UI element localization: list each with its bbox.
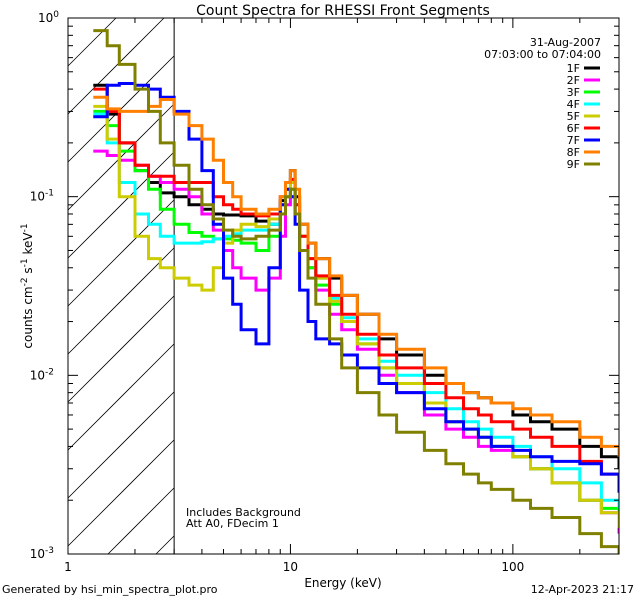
y-label-sup-1: -2 <box>20 277 30 286</box>
y-label-end: keV <box>21 232 35 259</box>
legend-label-6f: 6F <box>567 122 580 135</box>
y-axis-label: counts cm-2 s-1 keV-1 <box>20 223 35 348</box>
footer-timestamp: 12-Apr-2023 21:17 <box>530 583 634 596</box>
x-tick-label: 10 <box>283 560 298 574</box>
legend-label-5f: 5F <box>567 110 580 123</box>
y-label-mid: s <box>21 267 35 277</box>
series-layer <box>93 29 619 554</box>
y-label-sup-3: -1 <box>20 223 30 232</box>
chart-title: Count Spectra for RHESSI Front Segments <box>196 3 490 19</box>
axes: 1 10 100 100 10-1 10-2 10-3 <box>30 10 620 574</box>
note-attenuator: Att A0, FDecim 1 <box>186 517 279 530</box>
legend-label-8f: 8F <box>567 146 580 159</box>
series-line-8f <box>93 95 619 457</box>
legend-label-1f: 1F <box>567 62 580 75</box>
legend-label-3f: 3F <box>567 86 580 99</box>
chart-date: 31-Aug-2007 <box>530 36 601 49</box>
y-label-sup-2: -1 <box>20 258 30 267</box>
y-tick-label: 10-2 <box>30 367 54 382</box>
legend-label-9f: 9F <box>567 158 580 171</box>
y-tick-label: 100 <box>38 10 59 25</box>
plot-frame <box>67 17 620 555</box>
note-background: Includes Background <box>186 506 301 519</box>
legend-label-4f: 4F <box>567 98 580 111</box>
legend-label-2f: 2F <box>567 74 580 87</box>
chart-time-range: 07:03:00 to 07:04:00 <box>484 48 601 61</box>
y-label-main: counts cm <box>21 286 35 348</box>
x-tick-label: 100 <box>501 560 524 574</box>
x-tick-label: 1 <box>64 560 72 574</box>
footer-generated-by: Generated by hsi_min_spectra_plot.pro <box>2 583 218 596</box>
y-tick-label: 10-3 <box>30 546 54 561</box>
series-line-6f <box>93 87 619 487</box>
y-tick-label: 10-1 <box>30 189 54 204</box>
legend-label-7f: 7F <box>567 134 580 147</box>
series-line-9f <box>93 29 619 554</box>
x-axis-label: Energy (keV) <box>304 576 381 590</box>
